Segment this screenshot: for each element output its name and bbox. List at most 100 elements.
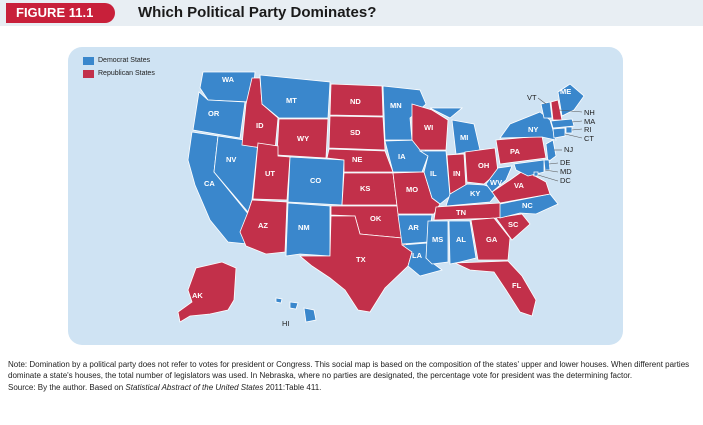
state-WI bbox=[411, 103, 449, 151]
state-OR bbox=[192, 91, 246, 139]
label-MD: MD bbox=[560, 167, 572, 176]
label-OK: OK bbox=[370, 214, 382, 223]
label-WI: WI bbox=[424, 123, 433, 132]
label-RI: RI bbox=[584, 125, 592, 134]
figure-notes: Note: Domination by a political party do… bbox=[8, 360, 698, 396]
state-MN bbox=[382, 85, 427, 141]
state-AL bbox=[448, 220, 477, 265]
state-PA bbox=[495, 135, 547, 165]
label-WV: WV bbox=[490, 178, 502, 187]
label-AZ: AZ bbox=[258, 221, 268, 230]
label-CA: CA bbox=[204, 179, 215, 188]
legend-swatch-democrat bbox=[83, 57, 94, 65]
source-prefix: Source: By the author. Based on bbox=[8, 383, 126, 392]
label-ND: ND bbox=[350, 97, 361, 106]
source-title: Statistical Abstract of the United State… bbox=[125, 383, 264, 392]
legend-item-democrat: Democrat States bbox=[83, 56, 155, 66]
state-NJ bbox=[545, 139, 557, 163]
state-ME bbox=[557, 83, 585, 117]
state-IL bbox=[418, 150, 451, 205]
state-VA bbox=[491, 169, 551, 204]
figure-title: Which Political Party Dominates? bbox=[138, 4, 377, 21]
label-MS: MS bbox=[432, 235, 443, 244]
state-RI bbox=[565, 126, 573, 134]
label-LA: LA bbox=[412, 251, 423, 260]
label-ME: ME bbox=[560, 87, 571, 96]
label-NE: NE bbox=[352, 155, 362, 164]
label-AL: AL bbox=[456, 235, 466, 244]
label-AK: AK bbox=[192, 291, 203, 300]
label-DC: DC bbox=[560, 176, 571, 185]
state-AZ bbox=[239, 199, 288, 255]
label-WA: WA bbox=[222, 75, 235, 84]
label-DE: DE bbox=[560, 158, 570, 167]
label-WY: WY bbox=[297, 134, 309, 143]
label-CT: CT bbox=[584, 134, 594, 143]
state-MT bbox=[259, 74, 331, 119]
label-IA: IA bbox=[398, 152, 406, 161]
label-KS: KS bbox=[360, 184, 370, 193]
label-KY: KY bbox=[470, 189, 480, 198]
legend-swatch-republican bbox=[83, 70, 94, 78]
label-OR: OR bbox=[208, 109, 220, 118]
label-IL: IL bbox=[430, 169, 437, 178]
state-TX bbox=[298, 215, 413, 313]
label-NV: NV bbox=[226, 155, 236, 164]
legend-label-republican: Republican States bbox=[98, 70, 155, 77]
label-MN: MN bbox=[390, 101, 402, 110]
label-GA: GA bbox=[486, 235, 498, 244]
label-MA: MA bbox=[584, 117, 595, 126]
state-VT bbox=[540, 101, 553, 119]
label-NJ: NJ bbox=[564, 145, 573, 154]
legend-label-democrat: Democrat States bbox=[98, 57, 151, 64]
label-NH: NH bbox=[584, 108, 595, 117]
state-SD bbox=[328, 115, 386, 151]
figure-number-tab: FIGURE 11.1 bbox=[6, 3, 116, 23]
label-MT: MT bbox=[286, 96, 297, 105]
state-HI bbox=[275, 297, 317, 323]
label-VA: VA bbox=[514, 181, 524, 190]
label-AR: AR bbox=[408, 223, 419, 232]
state-MS bbox=[425, 220, 449, 265]
label-VT: VT bbox=[527, 93, 537, 102]
state-MA bbox=[550, 118, 575, 129]
state-SC bbox=[495, 213, 531, 241]
label-CO: CO bbox=[310, 176, 321, 185]
state-WV bbox=[485, 165, 513, 193]
state-WY bbox=[276, 118, 329, 159]
label-MI: MI bbox=[460, 133, 468, 142]
legend-item-republican: Republican States bbox=[83, 69, 155, 79]
map-legend: Democrat States Republican States bbox=[83, 56, 155, 82]
state-NE bbox=[326, 148, 394, 173]
label-FL: FL bbox=[512, 281, 522, 290]
label-TX: TX bbox=[356, 255, 366, 264]
label-UT: UT bbox=[265, 169, 275, 178]
state-CT bbox=[552, 127, 566, 139]
figure-header: FIGURE 11.1 Which Political Party Domina… bbox=[0, 0, 703, 26]
source-text: Source: By the author. Based on Statisti… bbox=[8, 383, 698, 394]
label-OH: OH bbox=[478, 161, 489, 170]
state-DC bbox=[533, 171, 539, 177]
source-suffix: 2011:Table 411. bbox=[263, 383, 322, 392]
small-state-labels: VT NH MA RI CT NJ DE MD DC HI bbox=[282, 93, 595, 328]
state-GA bbox=[470, 217, 511, 261]
label-NY: NY bbox=[528, 125, 538, 134]
label-SC: SC bbox=[508, 220, 519, 229]
state-DE bbox=[543, 159, 551, 171]
state-ND bbox=[329, 83, 384, 117]
label-MO: MO bbox=[406, 185, 418, 194]
state-FL bbox=[454, 260, 537, 317]
label-TN: TN bbox=[456, 208, 466, 217]
state-labels: WA OR CA NV ID MT WY UT CO AZ NM ND SD N… bbox=[192, 75, 571, 300]
label-HI: HI bbox=[282, 319, 290, 328]
label-IN: IN bbox=[453, 169, 461, 178]
state-AK bbox=[177, 261, 237, 323]
label-PA: PA bbox=[510, 147, 520, 156]
state-NM bbox=[285, 202, 331, 257]
note-text: Note: Domination by a political party do… bbox=[8, 360, 690, 380]
label-NM: NM bbox=[298, 223, 310, 232]
label-NC: NC bbox=[522, 201, 533, 210]
label-ID: ID bbox=[256, 121, 264, 130]
label-SD: SD bbox=[350, 128, 361, 137]
